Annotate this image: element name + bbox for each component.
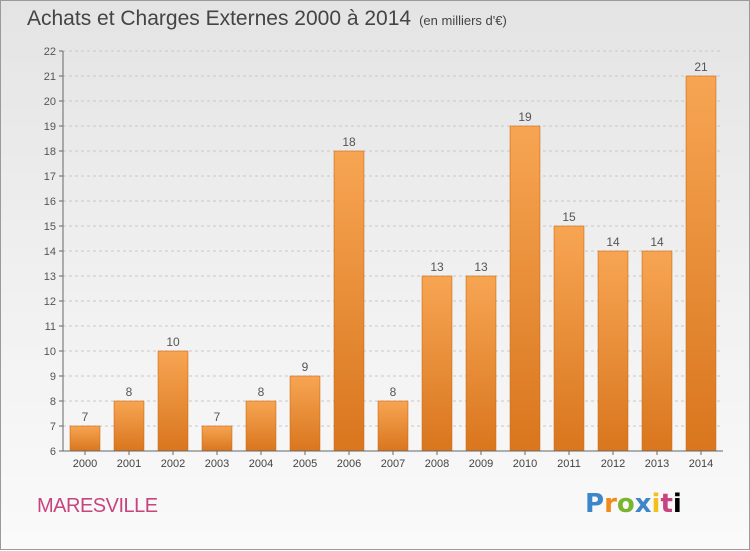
x-tick-label: 2001 (117, 458, 141, 470)
y-tick-label: 18 (44, 146, 56, 158)
x-tick-label: 2005 (293, 458, 317, 470)
x-tick-label: 2013 (645, 458, 669, 470)
data-label: 7 (82, 410, 89, 424)
y-tick-label: 14 (44, 246, 56, 258)
data-label: 10 (166, 335, 180, 349)
bar (289, 375, 321, 452)
y-tick-label: 11 (45, 321, 56, 333)
y-tick-label: 17 (44, 171, 56, 183)
data-label: 8 (258, 385, 265, 399)
bar (641, 250, 673, 452)
y-tick-label: 13 (44, 271, 56, 283)
bar (509, 125, 541, 452)
chart-title: Achats et Charges Externes 2000 à 2014 (e… (27, 7, 507, 31)
data-label: 13 (474, 260, 488, 274)
logo-letter: r (604, 489, 617, 519)
bars: 7 8 10 7 8 9 18 8 13 13 19 15 14 14 21 (69, 60, 717, 452)
x-tick-label: 2004 (249, 458, 273, 470)
x-tick-label: 2003 (205, 458, 229, 470)
y-tick-label: 12 (44, 296, 56, 308)
y-tick-label: 7 (50, 421, 56, 433)
bar (597, 250, 629, 452)
logo-letter: i (651, 489, 661, 519)
x-tick-label: 2010 (513, 458, 537, 470)
x-tick-label: 2002 (161, 458, 185, 470)
y-tick-label: 15 (44, 221, 56, 233)
x-tick-label: 2009 (469, 458, 493, 470)
logo-letter: o (616, 489, 635, 519)
bar (553, 225, 585, 452)
x-tick-label: 2008 (425, 458, 449, 470)
y-tick-label: 9 (50, 371, 56, 383)
data-label: 14 (650, 235, 664, 249)
x-tick-label: 2011 (557, 458, 581, 470)
logo-letter: t (660, 489, 673, 519)
logo-letter: i (672, 489, 682, 519)
bar (245, 400, 277, 452)
data-label: 13 (430, 260, 444, 274)
bar (377, 400, 409, 452)
chart-subtitle: (en milliers d'€) (419, 13, 507, 28)
bar (201, 425, 233, 452)
axes: 6 7 8 9 10 11 12 13 14 15 16 17 18 19 20 21 22 2000 2001 20… (44, 46, 723, 470)
bar (465, 275, 497, 452)
bar (157, 350, 189, 452)
data-label: 18 (342, 135, 356, 149)
logo-letter: x (634, 489, 652, 519)
bar (113, 400, 145, 452)
y-tick-label: 8 (50, 396, 56, 408)
bar (685, 75, 717, 452)
y-tick-label: 10 (44, 346, 56, 358)
y-tick-label: 19 (44, 121, 56, 133)
chart-title-text: Achats et Charges Externes 2000 à 2014 (27, 7, 412, 30)
data-label: 19 (518, 110, 532, 124)
x-tick-label: 2014 (689, 458, 713, 470)
data-label: 21 (694, 60, 708, 74)
x-tick-label: 2006 (337, 458, 361, 470)
logo-letter: P (585, 489, 605, 519)
location-name: MARESVILLE (37, 495, 158, 517)
y-tick-label: 20 (44, 96, 56, 108)
data-label: 8 (126, 385, 133, 399)
x-tick-label: 2012 (601, 458, 625, 470)
y-tick-label: 21 (44, 71, 56, 83)
x-tick-label: 2000 (73, 458, 97, 470)
bar (69, 425, 101, 452)
x-tick-label: 2007 (381, 458, 405, 470)
proxiti-logo[interactable]: Proxiti (585, 489, 682, 519)
data-label: 8 (390, 385, 397, 399)
data-label: 14 (606, 235, 620, 249)
y-tick-label: 16 (44, 196, 56, 208)
data-label: 7 (214, 410, 221, 424)
bar (421, 275, 453, 452)
y-tick-label: 6 (50, 446, 56, 458)
data-label: 9 (302, 360, 309, 374)
y-tick-label: 22 (44, 46, 56, 58)
bar (333, 150, 365, 452)
data-label: 15 (562, 210, 576, 224)
